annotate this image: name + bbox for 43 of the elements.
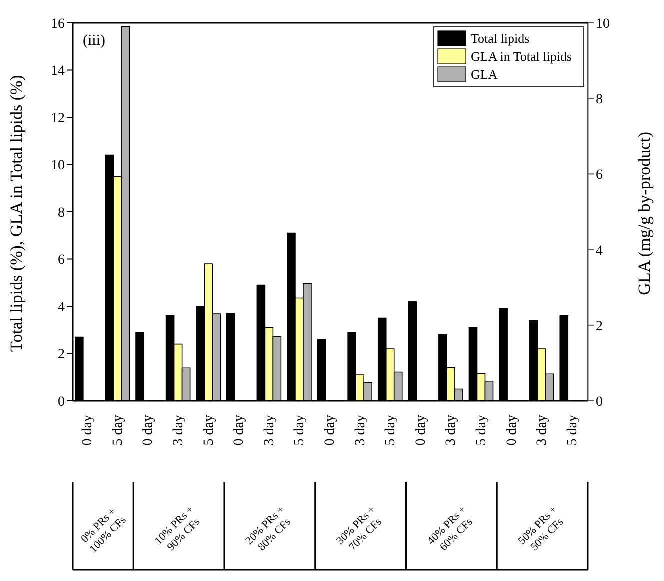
x-tick-label: 3 day: [353, 415, 368, 446]
y2-tick-label: 2: [596, 319, 603, 334]
x-tick-label: 5 day: [384, 415, 399, 446]
y2-tick-label: 0: [596, 394, 603, 410]
x-tick-label: 5 day: [565, 415, 580, 446]
y-axis-title: Total lipids (%), GLA in Total lipids (%): [7, 75, 26, 352]
y2-axis-title: GLA (mg/g by-product): [635, 132, 654, 296]
y2-tick-label: 6: [596, 168, 603, 184]
x-tick-label: 0 day: [414, 415, 429, 446]
x-tick-label: 3 day: [262, 415, 278, 446]
x-tick-label: 3 day: [535, 415, 550, 446]
x-tick-label: 5 day: [110, 415, 126, 446]
y-tick-label: 16: [51, 16, 65, 32]
x-tick-label: 5 day: [202, 415, 217, 446]
y-tick-label: 6: [58, 253, 65, 268]
x-tick-label: 0 day: [232, 415, 248, 446]
text: 10% PRs + 90% CFs: [152, 504, 203, 554]
y-tick-label: 2: [58, 348, 65, 363]
x-tick-label: 3 day: [444, 415, 460, 446]
x-tick-label: 3 day: [172, 415, 187, 446]
annotation: (iii): [83, 33, 106, 49]
y-tick-label: 12: [51, 111, 65, 126]
text: 40% PRs + 60% CFs: [425, 504, 476, 554]
legend-label: GLA in Total lipids: [471, 49, 572, 64]
y-tick-label: 4: [58, 300, 65, 316]
y-tick-label: 8: [58, 206, 65, 221]
legend-label: Total lipids: [471, 31, 530, 46]
y-tick-label: 0: [58, 394, 65, 410]
text: 30% PRs + 70% CFs: [334, 504, 384, 554]
x-tick-label: 5 day: [292, 415, 308, 446]
x-tick-label: 0 day: [80, 415, 96, 446]
x-tick-label: 5 day: [474, 415, 490, 446]
y2-tick-label: 8: [596, 92, 603, 108]
x-tick-label: 0 day: [504, 415, 520, 446]
y-tick-label: 14: [51, 64, 65, 80]
text: 50% PRs + 50% CFs: [516, 504, 566, 554]
x-tick-label: 0 day: [141, 415, 156, 446]
y2-tick-label: 10: [596, 16, 610, 32]
legend-label: GLA: [471, 67, 498, 82]
x-tick-label: 0 day: [323, 415, 338, 446]
text: 20% PRs + 80% CFs: [244, 504, 294, 554]
y2-tick-label: 4: [596, 244, 603, 259]
y-tick-label: 10: [51, 158, 65, 174]
